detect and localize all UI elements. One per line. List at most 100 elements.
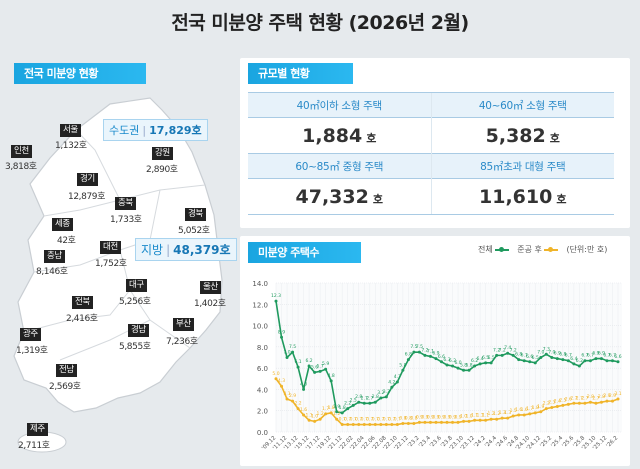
data-label: 4.7 — [394, 374, 401, 380]
data-point — [346, 407, 350, 411]
data-label: 2.8 — [587, 394, 594, 400]
data-label: 6.6 — [614, 354, 621, 360]
size-unit: 호 — [549, 131, 560, 145]
data-point — [456, 366, 460, 370]
data-point — [561, 358, 565, 362]
data-point — [406, 358, 410, 362]
data-label: 2.7 — [361, 395, 368, 401]
data-label: 1.7 — [322, 406, 329, 412]
data-label: 6.8 — [515, 352, 522, 358]
data-label: 1.0 — [465, 413, 472, 419]
data-label: 1.3 — [499, 410, 506, 416]
data-point — [561, 403, 565, 407]
data-label: 6.8 — [559, 352, 566, 358]
data-point — [577, 364, 581, 368]
data-point — [296, 365, 300, 369]
data-point — [478, 362, 482, 366]
data-point — [572, 401, 576, 405]
data-label: 0.7 — [361, 417, 368, 423]
legend-total-marker — [494, 246, 509, 254]
data-point — [456, 420, 460, 424]
data-label: 12.3 — [271, 293, 281, 299]
chart-heading: 미분양 주택수 — [248, 242, 361, 263]
data-point — [368, 401, 372, 405]
data-label: 2.5 — [559, 397, 566, 403]
data-point — [362, 401, 366, 405]
data-label: 5.9 — [322, 361, 329, 367]
data-label: 2.9 — [609, 393, 616, 399]
data-label: 0.7 — [350, 417, 357, 423]
data-point — [368, 423, 372, 427]
data-label: 0.7 — [394, 417, 401, 423]
data-label: 5.8 — [465, 362, 472, 368]
data-label: 1.8 — [339, 405, 346, 411]
data-point — [340, 423, 344, 427]
data-point — [439, 420, 443, 424]
data-label: 1.6 — [521, 407, 528, 413]
data-point — [307, 364, 311, 368]
data-label: 6.3 — [443, 357, 450, 363]
data-point — [500, 416, 504, 420]
region-label-chungnam: 충남 — [44, 250, 65, 263]
data-point — [285, 356, 289, 359]
data-point — [522, 359, 526, 363]
region-value-gyeongbuk: 5,052호 — [178, 226, 210, 236]
region-label-gangwon: 강원 — [152, 147, 173, 160]
map-heading: 전국 미분양 현황 — [14, 63, 146, 84]
data-point — [390, 423, 394, 427]
data-label: 6.1 — [294, 359, 301, 365]
data-point — [362, 423, 366, 427]
size-unit: 호 — [372, 192, 383, 206]
region-value-incheon: 3,818호 — [5, 162, 37, 172]
data-point — [445, 363, 449, 367]
size-value: 11,610 호 — [430, 178, 614, 215]
size-table: 40㎡이하 소형 주택 40~60㎡ 소형 주택 1,884 호 5,382 호 60~… — [248, 92, 614, 215]
data-point — [599, 400, 603, 404]
chart-legend: 전체 준공 후 (단위:만 호) — [478, 244, 607, 255]
data-point — [544, 407, 548, 411]
region-label-gwangju: 광주 — [20, 328, 41, 341]
y-tick-label: 2.0 — [257, 408, 268, 416]
region-label-incheon: 인천 — [11, 145, 32, 158]
data-label: 7.4 — [504, 345, 511, 351]
data-label: 3.1 — [283, 391, 290, 397]
data-point — [555, 357, 559, 361]
data-point — [451, 364, 455, 368]
data-label: 5.6 — [311, 364, 318, 370]
region-value-chungnam: 8,146호 — [36, 267, 68, 277]
data-point — [566, 359, 570, 363]
data-point — [395, 380, 399, 384]
data-point — [335, 410, 339, 414]
data-point — [401, 421, 405, 425]
data-point — [340, 411, 344, 415]
data-label: 1.9 — [333, 404, 340, 410]
data-label: 0.9 — [427, 414, 434, 420]
region-label-busan: 부산 — [173, 318, 194, 331]
provinces-total: 지방 | 48,379호 — [135, 238, 237, 261]
region-value-gyeonggi: 12,879호 — [68, 192, 105, 202]
data-label: 5.8 — [460, 362, 467, 368]
data-point — [588, 400, 592, 404]
region-label-daegu: 대구 — [126, 279, 147, 292]
region-value-daejeon: 1,752호 — [95, 259, 127, 269]
data-label: 6.7 — [587, 353, 594, 359]
data-label: 0.8 — [410, 415, 417, 421]
data-label: 2.8 — [598, 394, 605, 400]
data-point — [539, 410, 543, 414]
data-point — [274, 299, 278, 303]
region-value-jeonnam: 2,569호 — [49, 382, 81, 392]
data-label: 6.2 — [449, 358, 456, 364]
data-label: 1.7 — [526, 406, 533, 412]
size-value: 1,884 호 — [248, 117, 431, 154]
data-point — [357, 400, 361, 404]
data-label: 2.9 — [603, 393, 610, 399]
data-label: 1.1 — [477, 412, 484, 418]
region-label-gyeongnam: 경남 — [128, 324, 149, 337]
data-label: 7.5 — [416, 344, 423, 350]
data-point — [357, 423, 361, 427]
data-point — [373, 400, 377, 404]
data-point — [462, 368, 466, 372]
data-label: 8.9 — [278, 329, 285, 335]
data-label: 6.6 — [438, 354, 445, 360]
data-label: 2.7 — [570, 395, 577, 401]
